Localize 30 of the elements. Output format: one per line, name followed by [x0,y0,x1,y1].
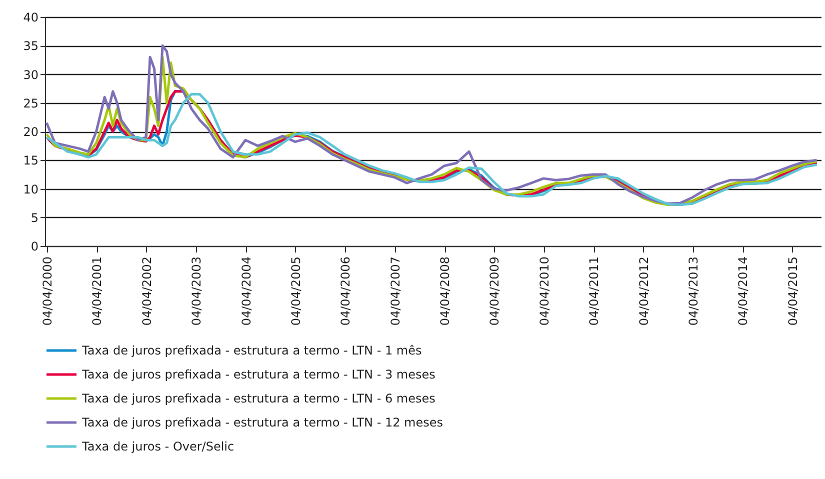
legend-label: Taxa de juros prefixada - estrutura a termo - LTN - 3 meses [81,368,436,382]
y-tick-label: 20 [23,125,38,139]
y-tick-label: 40 [23,10,38,24]
x-tick-label: 04/04/2003 [190,256,204,326]
legend-label: Taxa de juros prefixada - estrutura a termo - LTN - 12 meses [81,416,444,430]
legend-label: Taxa de juros prefixada - estrutura a termo - LTN - 6 meses [81,392,436,406]
x-tick-label: 04/04/2005 [288,256,303,326]
y-tick-label: 0 [30,240,38,254]
x-tick-label: 04/04/2006 [338,256,353,326]
x-tick-label: 04/04/2014 [736,256,750,326]
x-tick-label: 04/04/2012 [636,256,651,326]
x-tick-label: 04/04/2013 [686,256,700,326]
x-tick-label: 04/04/2011 [587,256,602,326]
y-tick-label: 30 [23,68,38,82]
legend-label: Taxa de juros prefixada - estrutura a termo - LTN - 1 mês [81,344,422,358]
x-tick-label: 04/04/2002 [140,256,154,326]
y-tick-label: 10 [23,182,38,196]
x-tick-label: 04/04/2015 [786,256,800,326]
x-tick-label: 04/04/2001 [90,256,104,326]
x-tick-label: 04/04/2000 [40,256,55,326]
y-tick-label: 25 [23,96,38,110]
x-tick-label: 04/04/2010 [537,256,552,326]
x-tick-label: 04/04/2004 [239,256,254,326]
legend-label: Taxa de juros - Over/Selic [81,440,234,454]
x-tick-label: 04/04/2009 [488,256,502,326]
y-tick-label: 15 [23,154,38,168]
x-tick-label: 04/04/2007 [388,256,402,326]
y-tick-label: 5 [30,210,38,225]
y-tick-label: 35 [23,39,38,54]
x-tick-label: 04/04/2008 [438,256,452,326]
